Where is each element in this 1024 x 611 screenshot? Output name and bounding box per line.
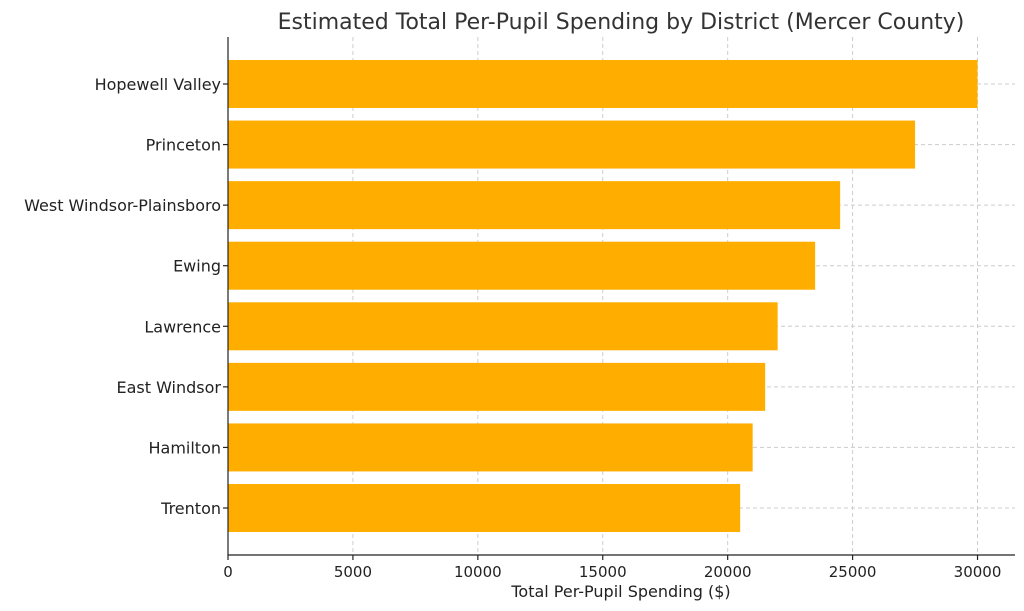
category-label: Ewing [173,257,221,276]
category-labels: Hopewell Valley Princeton West Windsor-Pla… [24,75,221,518]
x-tick-label: 0 [223,563,233,581]
grid [223,37,1015,560]
axes [227,37,1015,556]
bar [228,423,753,472]
category-label: West Windsor-Plainsboro [24,196,221,215]
x-tick-label: 15000 [579,563,627,581]
bar [228,241,816,290]
x-tick-label: 25000 [829,563,877,581]
bar [228,181,841,230]
bar [228,60,978,108]
x-tick-label: 30000 [954,563,1002,581]
category-label: Hopewell Valley [95,75,221,94]
category-label: Trenton [160,499,221,518]
x-axis-label: Total Per-Pupil Spending ($) [510,582,730,601]
category-label: Lawrence [144,317,221,336]
bar [228,362,766,411]
x-tick-label: 10000 [454,563,502,581]
x-tick-labels: 0 5000 10000 15000 20000 25000 30000 [223,563,1001,581]
bar [228,120,916,169]
bars [228,60,978,532]
x-tick-label: 5000 [334,563,372,581]
category-label: East Windsor [116,378,221,397]
category-label: Hamilton [148,438,221,457]
x-tick-label: 20000 [704,563,752,581]
chart-title: Estimated Total Per-Pupil Spending by Di… [278,10,965,35]
bar [228,302,778,351]
category-label: Princeton [146,136,221,155]
bar [228,484,741,532]
